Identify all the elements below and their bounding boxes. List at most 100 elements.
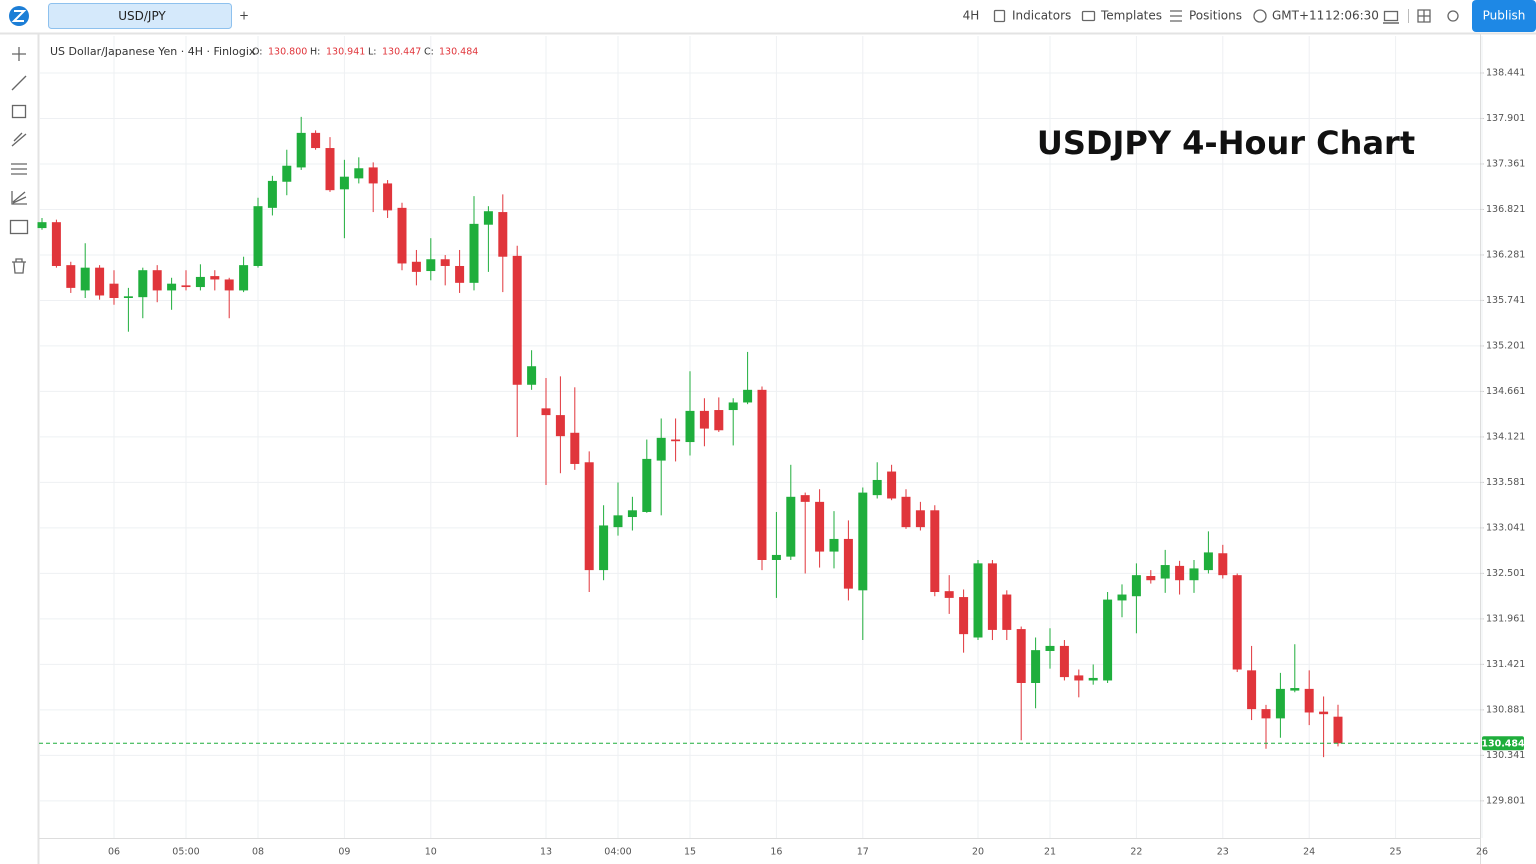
candle-body bbox=[714, 410, 724, 431]
candle-body bbox=[642, 458, 652, 512]
symbol-tab[interactable] bbox=[48, 3, 232, 29]
candle-body bbox=[1218, 553, 1228, 576]
symbol-legend: US Dollar/Japanese Yen · 4H · Finlogix bbox=[50, 45, 256, 58]
x-tick-label: 24 bbox=[1303, 847, 1315, 858]
channel-tool[interactable] bbox=[11, 132, 27, 147]
crosshair-tool[interactable] bbox=[12, 47, 26, 61]
text-tool[interactable] bbox=[9, 219, 29, 235]
indicators-icon bbox=[993, 9, 1006, 23]
publish-button[interactable] bbox=[1472, 0, 1536, 32]
candle-body bbox=[282, 165, 292, 182]
candle-body bbox=[930, 510, 940, 593]
candle-body bbox=[253, 206, 263, 266]
candle-body bbox=[858, 492, 868, 591]
y-tick-label: 132.501 bbox=[1486, 568, 1525, 579]
candle-body bbox=[815, 501, 825, 552]
candle-body bbox=[1059, 645, 1069, 678]
candle-body bbox=[1074, 675, 1084, 681]
candle-body bbox=[411, 261, 421, 272]
x-tick-label: 05:00 bbox=[172, 847, 199, 858]
screenshot-icon[interactable] bbox=[1383, 10, 1399, 22]
candle-body bbox=[498, 212, 508, 257]
candle-body bbox=[239, 265, 249, 291]
legend-key: L: bbox=[368, 47, 377, 58]
legend-value: 130.484 bbox=[439, 47, 478, 58]
candle-body bbox=[95, 267, 105, 296]
candle-body bbox=[1304, 688, 1314, 713]
y-tick-label: 129.801 bbox=[1486, 795, 1525, 806]
candle-body bbox=[527, 366, 537, 385]
candle-body bbox=[656, 437, 666, 461]
x-tick-label: 10 bbox=[425, 847, 437, 858]
candle-body bbox=[728, 402, 738, 411]
publish-label: Publish bbox=[1483, 9, 1526, 23]
last-price-tag bbox=[1482, 736, 1524, 751]
y-tick-label: 131.961 bbox=[1486, 613, 1525, 624]
candle-body bbox=[1146, 576, 1156, 581]
candle-body bbox=[699, 410, 709, 429]
candle-body bbox=[786, 496, 796, 557]
candle-body bbox=[872, 479, 882, 496]
candle-body bbox=[440, 259, 450, 266]
rect-tool[interactable] bbox=[11, 104, 27, 119]
positions[interactable]: Positions bbox=[1189, 9, 1242, 23]
y-tick-label: 133.041 bbox=[1486, 522, 1525, 533]
legend-value: 130.447 bbox=[382, 47, 421, 58]
gann-tool[interactable] bbox=[11, 191, 27, 205]
last-price-label: 130.484 bbox=[1481, 738, 1525, 749]
templates[interactable]: Templates bbox=[1100, 9, 1162, 23]
x-tick-label: 23 bbox=[1217, 847, 1229, 858]
x-tick-label: 15 bbox=[684, 847, 696, 858]
candle-body bbox=[210, 276, 220, 280]
x-tick-label: 13 bbox=[540, 847, 552, 858]
clock: 12:06:30 bbox=[1325, 9, 1379, 23]
x-tick-label: 22 bbox=[1130, 847, 1142, 858]
candle-body bbox=[325, 148, 335, 191]
toolbar bbox=[0, 0, 1536, 33]
candle-body bbox=[1031, 650, 1041, 683]
legend-value: 130.941 bbox=[326, 47, 365, 58]
y-tick-label: 137.901 bbox=[1486, 113, 1525, 124]
line-tool[interactable] bbox=[11, 75, 27, 91]
fib-tool[interactable] bbox=[11, 163, 27, 175]
y-tick-label: 130.341 bbox=[1486, 750, 1525, 761]
candle-body bbox=[311, 132, 321, 149]
timezone[interactable]: GMT+11 bbox=[1272, 9, 1324, 23]
candle-body bbox=[455, 265, 465, 283]
interval[interactable]: 4H bbox=[963, 9, 980, 23]
candle-body bbox=[599, 525, 609, 571]
x-tick-label: 06 bbox=[108, 847, 120, 858]
y-tick-label: 130.881 bbox=[1486, 704, 1525, 715]
candle-body bbox=[152, 270, 162, 291]
add-tab[interactable]: + bbox=[239, 9, 249, 23]
settings-icon[interactable] bbox=[1447, 10, 1459, 22]
y-tick-label: 135.741 bbox=[1486, 295, 1525, 306]
candle-body bbox=[555, 415, 565, 437]
candle-body bbox=[685, 410, 695, 443]
candle-body bbox=[66, 265, 76, 288]
candle-body bbox=[195, 276, 205, 288]
candle-body bbox=[800, 495, 810, 502]
y-tick-label: 133.581 bbox=[1486, 477, 1525, 488]
candle-body bbox=[1203, 552, 1213, 571]
candle-body bbox=[757, 389, 767, 560]
candle-body bbox=[1131, 575, 1141, 597]
indicators[interactable]: Indicators bbox=[1012, 9, 1071, 23]
candle-body bbox=[224, 279, 234, 291]
y-tick-label: 138.441 bbox=[1486, 67, 1525, 78]
delete-tool[interactable] bbox=[12, 258, 26, 274]
candle-body bbox=[469, 223, 479, 283]
candle-body bbox=[1333, 716, 1343, 744]
candle-body bbox=[771, 554, 781, 560]
layout-icon[interactable] bbox=[1417, 9, 1431, 23]
x-tick-label: 25 bbox=[1390, 847, 1402, 858]
chart-title: USDJPY 4-Hour Chart bbox=[1037, 124, 1415, 162]
x-tick-label: 26 bbox=[1476, 847, 1488, 858]
candle-body bbox=[1160, 565, 1170, 579]
candle-body bbox=[959, 597, 969, 635]
candle-body bbox=[887, 471, 897, 499]
candle-body bbox=[138, 270, 148, 298]
candle-body bbox=[627, 510, 637, 518]
x-tick-label: 20 bbox=[972, 847, 984, 858]
